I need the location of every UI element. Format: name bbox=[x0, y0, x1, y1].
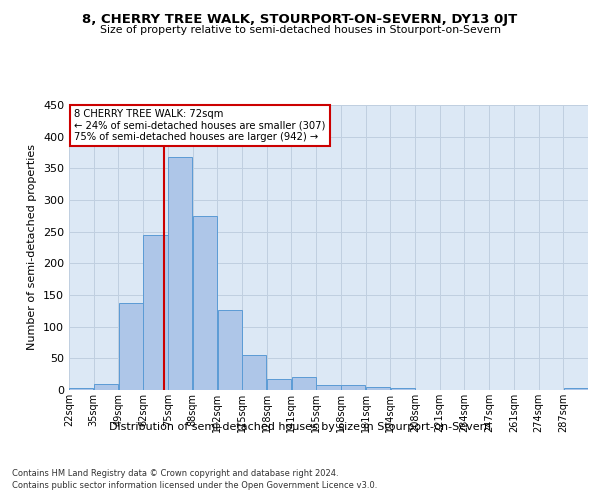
Text: Size of property relative to semi-detached houses in Stourport-on-Severn: Size of property relative to semi-detach… bbox=[100, 25, 500, 35]
Bar bbox=[267, 378, 291, 390]
Bar bbox=[119, 303, 143, 390]
Y-axis label: Number of semi-detached properties: Number of semi-detached properties bbox=[28, 144, 37, 350]
Bar bbox=[391, 388, 415, 390]
Bar bbox=[316, 385, 341, 390]
Bar bbox=[193, 216, 217, 390]
Bar bbox=[168, 157, 193, 390]
Text: Distribution of semi-detached houses by size in Stourport-on-Severn: Distribution of semi-detached houses by … bbox=[109, 422, 491, 432]
Bar bbox=[292, 378, 316, 390]
Bar bbox=[218, 310, 242, 390]
Text: Contains public sector information licensed under the Open Government Licence v3: Contains public sector information licen… bbox=[12, 481, 377, 490]
Bar bbox=[69, 388, 94, 390]
Bar bbox=[366, 387, 390, 390]
Bar bbox=[341, 385, 365, 390]
Bar bbox=[143, 236, 167, 390]
Bar bbox=[94, 384, 118, 390]
Text: 8, CHERRY TREE WALK, STOURPORT-ON-SEVERN, DY13 0JT: 8, CHERRY TREE WALK, STOURPORT-ON-SEVERN… bbox=[82, 12, 518, 26]
Text: Contains HM Land Registry data © Crown copyright and database right 2024.: Contains HM Land Registry data © Crown c… bbox=[12, 468, 338, 477]
Bar bbox=[563, 388, 588, 390]
Text: 8 CHERRY TREE WALK: 72sqm
← 24% of semi-detached houses are smaller (307)
75% of: 8 CHERRY TREE WALK: 72sqm ← 24% of semi-… bbox=[74, 110, 326, 142]
Bar bbox=[242, 354, 266, 390]
